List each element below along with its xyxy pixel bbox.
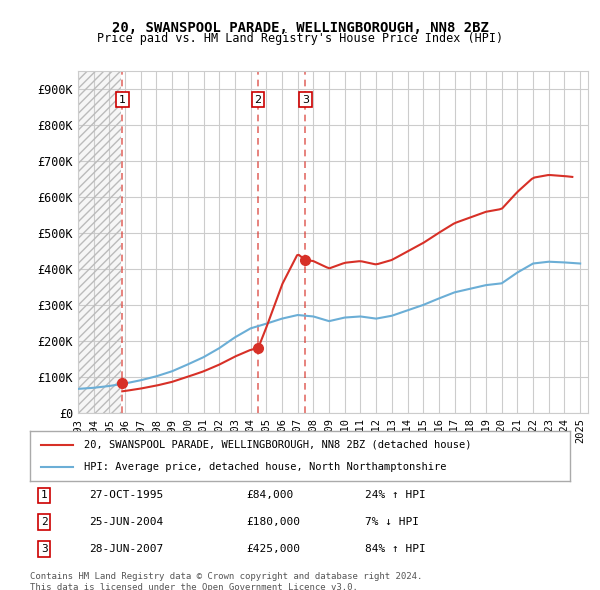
Text: 25-JUN-2004: 25-JUN-2004 bbox=[89, 517, 164, 527]
Text: 3: 3 bbox=[302, 94, 309, 104]
Text: 24% ↑ HPI: 24% ↑ HPI bbox=[365, 490, 425, 500]
Text: £425,000: £425,000 bbox=[246, 544, 300, 554]
Text: £84,000: £84,000 bbox=[246, 490, 293, 500]
Text: 7% ↓ HPI: 7% ↓ HPI bbox=[365, 517, 419, 527]
Text: 20, SWANSPOOL PARADE, WELLINGBOROUGH, NN8 2BZ (detached house): 20, SWANSPOOL PARADE, WELLINGBOROUGH, NN… bbox=[84, 440, 472, 450]
Text: 84% ↑ HPI: 84% ↑ HPI bbox=[365, 544, 425, 554]
Text: 2: 2 bbox=[254, 94, 262, 104]
Text: 20, SWANSPOOL PARADE, WELLINGBOROUGH, NN8 2BZ: 20, SWANSPOOL PARADE, WELLINGBOROUGH, NN… bbox=[112, 21, 488, 35]
Text: 28-JUN-2007: 28-JUN-2007 bbox=[89, 544, 164, 554]
Text: £180,000: £180,000 bbox=[246, 517, 300, 527]
Text: HPI: Average price, detached house, North Northamptonshire: HPI: Average price, detached house, Nort… bbox=[84, 462, 446, 472]
Text: 1: 1 bbox=[41, 490, 47, 500]
Bar bbox=[78, 71, 121, 413]
Text: Price paid vs. HM Land Registry's House Price Index (HPI): Price paid vs. HM Land Registry's House … bbox=[97, 32, 503, 45]
Text: 3: 3 bbox=[41, 544, 47, 554]
Text: Contains HM Land Registry data © Crown copyright and database right 2024.
This d: Contains HM Land Registry data © Crown c… bbox=[30, 572, 422, 590]
Text: 27-OCT-1995: 27-OCT-1995 bbox=[89, 490, 164, 500]
Text: 2: 2 bbox=[41, 517, 47, 527]
Text: 1: 1 bbox=[119, 94, 126, 104]
